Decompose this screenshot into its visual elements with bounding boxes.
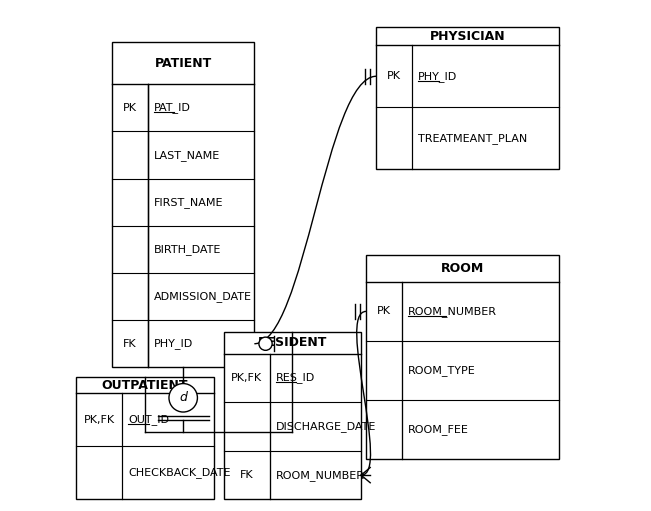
- Text: TREATMEANT_PLAN: TREATMEANT_PLAN: [418, 133, 527, 144]
- Text: PK: PK: [387, 71, 401, 81]
- Text: d: d: [179, 391, 187, 404]
- Text: CHECKBACK_DATE: CHECKBACK_DATE: [128, 468, 231, 478]
- Text: PATIENT: PATIENT: [154, 57, 212, 69]
- Text: DISCHARGE_DATE: DISCHARGE_DATE: [275, 421, 376, 432]
- Text: FK: FK: [240, 470, 253, 480]
- Text: PK: PK: [123, 103, 137, 113]
- Text: FK: FK: [123, 339, 137, 349]
- Text: ROOM: ROOM: [441, 262, 484, 275]
- Text: ADMISSION_DATE: ADMISSION_DATE: [154, 291, 252, 302]
- Text: BIRTH_DATE: BIRTH_DATE: [154, 244, 221, 255]
- Bar: [112, 42, 255, 367]
- Text: FIRST_NAME: FIRST_NAME: [154, 197, 223, 207]
- Bar: [224, 332, 361, 499]
- Bar: [76, 378, 214, 499]
- Text: OUT_ID: OUT_ID: [128, 414, 169, 425]
- Bar: [376, 27, 559, 169]
- Text: ROOM_FEE: ROOM_FEE: [408, 424, 469, 435]
- Text: OUTPATIENT: OUTPATIENT: [102, 379, 188, 392]
- Text: PK,FK: PK,FK: [84, 415, 115, 425]
- Circle shape: [259, 337, 272, 351]
- Text: PK: PK: [377, 307, 391, 316]
- Text: PK,FK: PK,FK: [231, 373, 262, 383]
- Text: ROOM_TYPE: ROOM_TYPE: [408, 365, 476, 376]
- Text: PHY_ID: PHY_ID: [418, 71, 457, 82]
- Text: RESIDENT: RESIDENT: [258, 336, 327, 349]
- Bar: [366, 256, 559, 459]
- Text: ROOM_NUMBER: ROOM_NUMBER: [275, 470, 365, 480]
- Text: LAST_NAME: LAST_NAME: [154, 150, 220, 160]
- Text: PHYSICIAN: PHYSICIAN: [430, 30, 506, 42]
- Text: PAT_ID: PAT_ID: [154, 103, 191, 113]
- Text: RES_ID: RES_ID: [275, 373, 315, 383]
- Text: ROOM_NUMBER: ROOM_NUMBER: [408, 306, 497, 317]
- Text: PHY_ID: PHY_ID: [154, 338, 193, 349]
- Circle shape: [169, 384, 197, 412]
